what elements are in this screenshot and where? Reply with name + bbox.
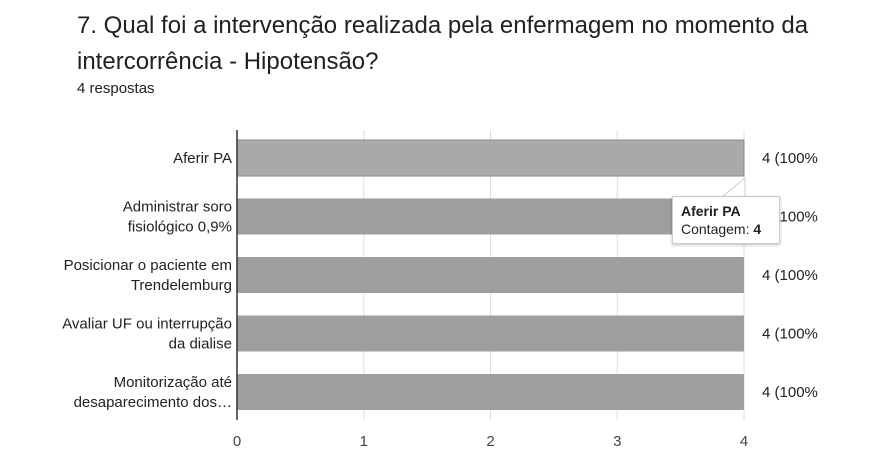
response-count: 4 respostas: [77, 80, 155, 97]
tooltip-count-label: Contagem:: [681, 221, 754, 237]
bar: [237, 257, 744, 293]
bar-tooltip: Aferir PA Contagem: 4: [672, 196, 780, 244]
category-label: Posicionar o paciente em: [64, 257, 232, 274]
tooltip-count: Contagem: 4: [681, 220, 771, 239]
value-label: 4 (100%: [762, 326, 818, 343]
bar: [237, 374, 744, 410]
category-label: Avaliar UF ou interrupção: [62, 316, 232, 333]
category-label: Aferir PA: [173, 150, 232, 167]
x-tick-label: 2: [486, 433, 494, 450]
value-label: 4 (100%: [762, 150, 818, 167]
bar: [237, 198, 744, 235]
value-label: 4 (100%: [762, 267, 818, 284]
category-label: fisiológico 0,9%: [128, 219, 232, 236]
bar: [236, 139, 745, 177]
x-tick-label: 0: [233, 433, 241, 450]
x-tick-label: 4: [740, 433, 748, 450]
tooltip-count-value: 4: [753, 221, 762, 237]
x-tick-label: 3: [613, 433, 621, 450]
category-label: da dialise: [169, 336, 232, 353]
tooltip-title: Aferir PA: [681, 203, 741, 219]
category-label: desaparecimento dos…: [74, 394, 232, 411]
category-label: Administrar soro: [123, 199, 232, 216]
category-label: Trendelemburg: [131, 277, 232, 294]
value-label: 4 (100%: [762, 384, 818, 401]
tooltip-pointer: [722, 178, 751, 198]
category-label: Monitorização até: [114, 374, 232, 391]
question-title: 7. Qual foi a intervenção realizada pela…: [77, 12, 809, 75]
bar: [237, 315, 744, 352]
x-tick-label: 1: [360, 433, 368, 450]
